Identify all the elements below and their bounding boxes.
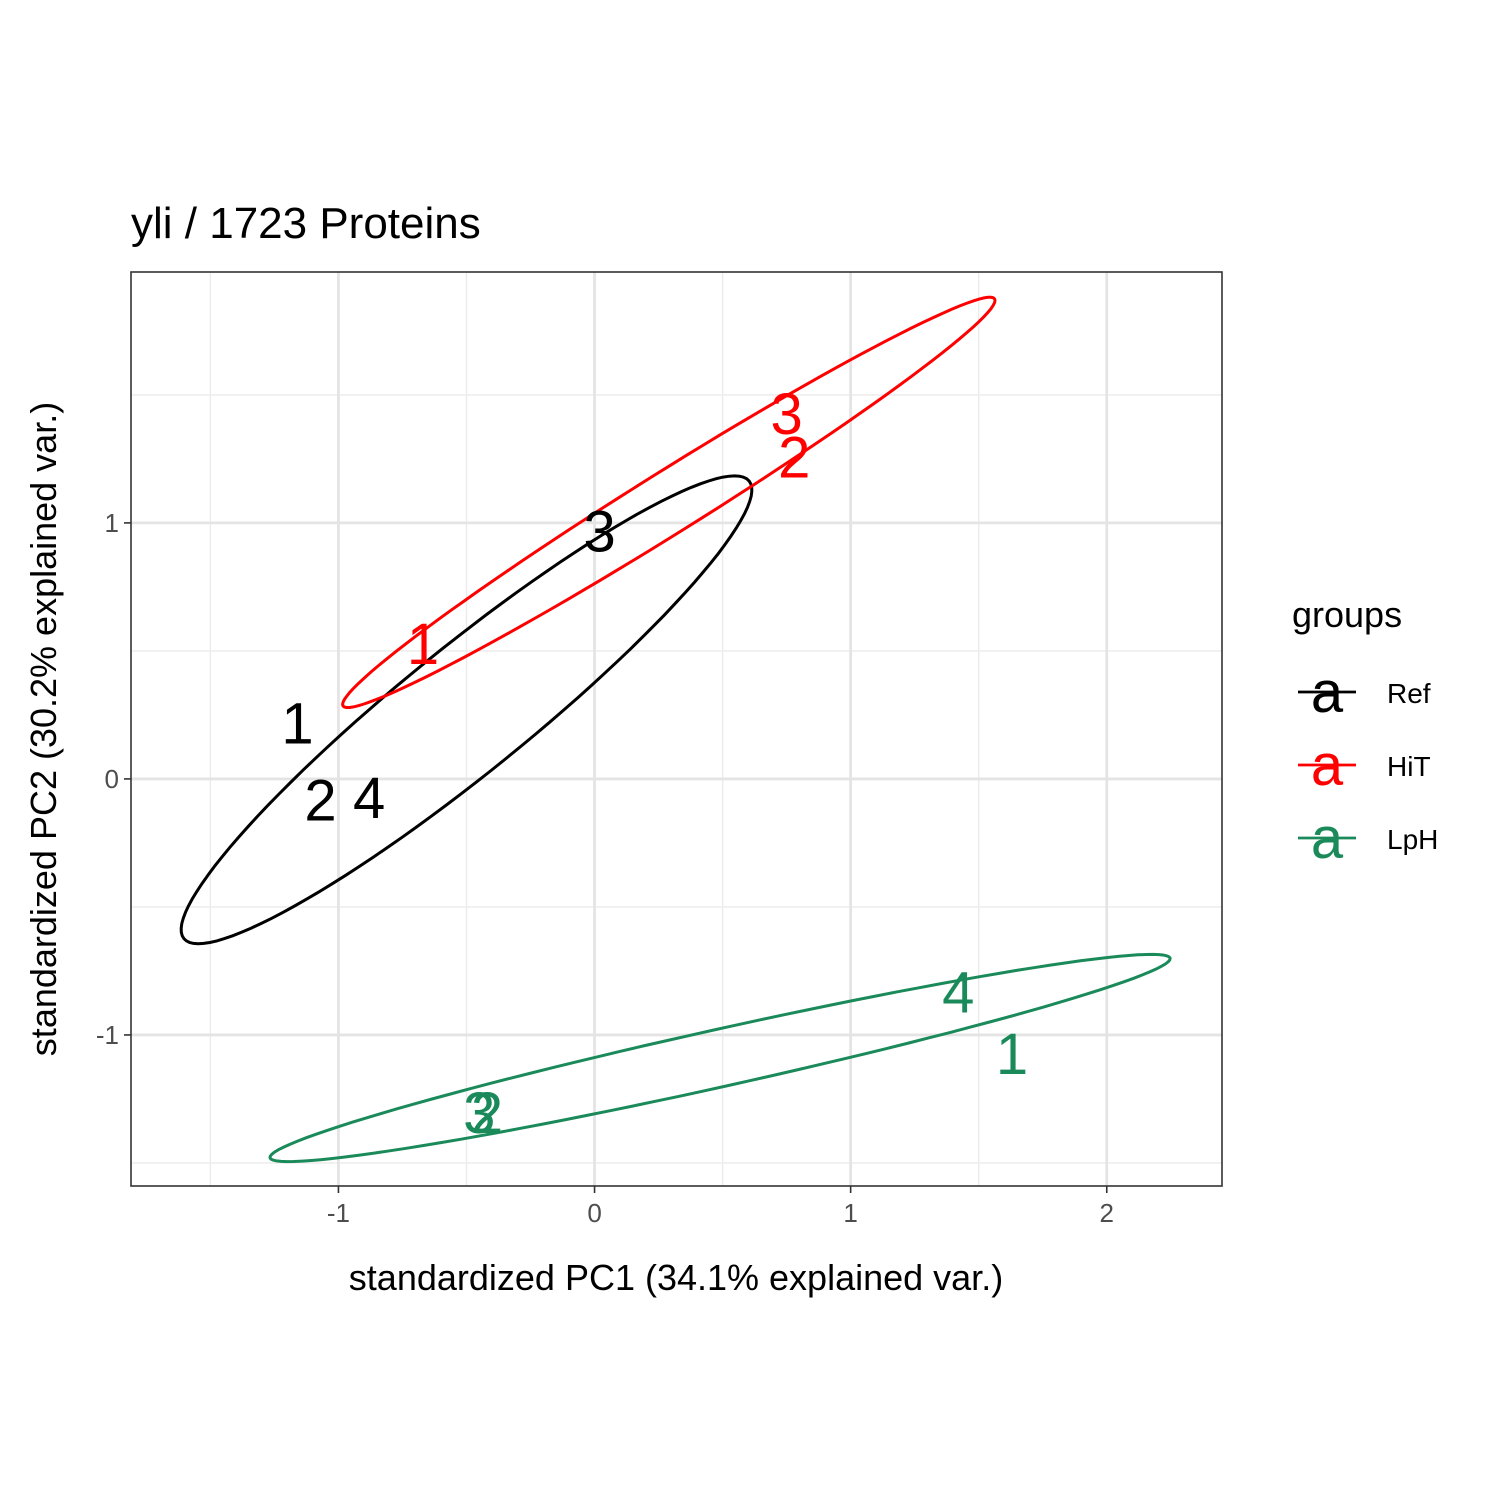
x-axis-title: standardized PC1 (34.1% explained var.) xyxy=(349,1257,1003,1298)
y-tick-label: 0 xyxy=(105,764,119,794)
legend: groups a Ref a HiT a LpH xyxy=(1292,594,1438,871)
point-label-lph: 2 xyxy=(471,1081,503,1146)
x-axis-ticks: -1 0 1 2 xyxy=(327,1186,1114,1228)
legend-item-ref: a Ref xyxy=(1298,660,1431,725)
x-tick-label: 0 xyxy=(587,1198,601,1228)
point-label-lph: 3 xyxy=(463,1081,495,1146)
legend-key-glyph: a xyxy=(1311,660,1344,725)
point-label-hit: 2 xyxy=(778,425,810,490)
legend-item-hit: a HiT xyxy=(1298,733,1431,798)
point-label-hit: 1 xyxy=(407,612,439,677)
legend-item-lph: a LpH xyxy=(1298,806,1438,871)
x-tick-label: 1 xyxy=(843,1198,857,1228)
plot-title: yli / 1723 Proteins xyxy=(131,199,481,248)
ellipse-hit xyxy=(341,295,997,709)
y-tick-label: -1 xyxy=(96,1020,119,1050)
y-axis-ticks: -1 0 1 xyxy=(96,508,131,1050)
point-label-lph: 4 xyxy=(942,960,974,1025)
point-label-ref: 3 xyxy=(584,500,616,565)
grid-major xyxy=(131,272,1222,1186)
ellipse-ref xyxy=(179,474,754,946)
point-label-ref: 4 xyxy=(353,766,385,831)
legend-label: LpH xyxy=(1387,824,1438,855)
plot-panel-border xyxy=(130,271,1223,1187)
ellipse-lph xyxy=(268,952,1172,1164)
legend-key-glyph: a xyxy=(1311,806,1344,871)
legend-label: HiT xyxy=(1387,751,1431,782)
point-label-ref: 2 xyxy=(304,768,336,833)
point-label-hit: 3 xyxy=(770,382,802,447)
confidence-ellipses xyxy=(179,295,1172,1164)
y-axis-title: standardized PC2 (30.2% explained var.) xyxy=(23,402,64,1056)
x-tick-label: -1 xyxy=(327,1198,350,1228)
x-tick-label: 2 xyxy=(1100,1198,1114,1228)
y-tick-label: 1 xyxy=(105,508,119,538)
point-label-lph: 1 xyxy=(996,1022,1028,1087)
legend-label: Ref xyxy=(1387,678,1431,709)
legend-key-glyph: a xyxy=(1311,733,1344,798)
legend-title: groups xyxy=(1292,594,1402,635)
point-label-ref: 1 xyxy=(281,692,313,757)
